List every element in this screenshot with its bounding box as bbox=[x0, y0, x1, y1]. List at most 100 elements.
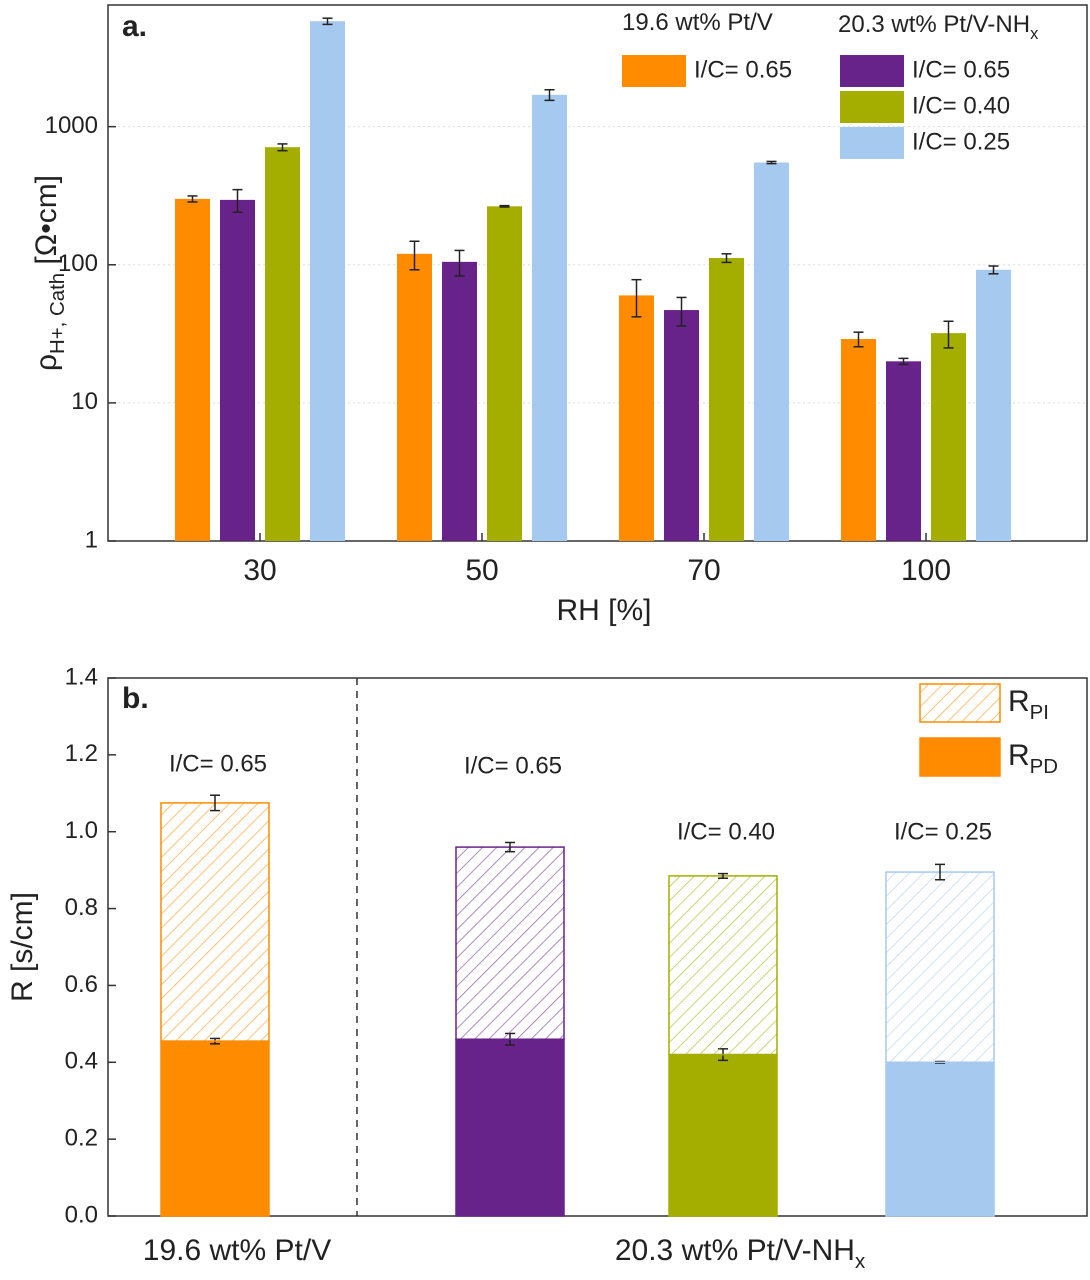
bar bbox=[265, 147, 300, 542]
text-part: x bbox=[855, 1251, 865, 1273]
y-tick-label: 1.2 bbox=[65, 740, 98, 767]
bar-segment bbox=[668, 1053, 778, 1217]
error-bar bbox=[631, 278, 642, 318]
legend-swatch bbox=[622, 55, 686, 87]
text-part: H+, Cath bbox=[47, 273, 69, 354]
text-part: 19.6 wt% Pt/V bbox=[143, 1234, 331, 1267]
bar-segment-hatched bbox=[160, 802, 270, 1042]
y-tick-label: 0.6 bbox=[65, 971, 98, 998]
y-tick-label: 1.4 bbox=[65, 663, 98, 690]
y-tick-label: 1 bbox=[85, 526, 98, 553]
y-tick-label: 10 bbox=[71, 388, 98, 415]
bar bbox=[841, 339, 876, 541]
legend-title: 20.3 wt% Pt/V-NHx bbox=[838, 11, 1038, 43]
panel-label: a. bbox=[122, 10, 147, 43]
bar-segment-hatched bbox=[455, 846, 565, 1040]
annotation: I/C= 0.25 bbox=[894, 818, 992, 845]
bar bbox=[442, 261, 477, 541]
bar bbox=[931, 333, 966, 541]
text-part: 20.3 wt% Pt/V-NH bbox=[838, 11, 1030, 38]
error-bar bbox=[505, 841, 515, 853]
legend-title: 19.6 wt% Pt/V bbox=[622, 9, 773, 36]
y-tick-label: 0.2 bbox=[65, 1124, 98, 1151]
bar bbox=[754, 162, 789, 541]
y-axis-title: R [s/cm] bbox=[6, 892, 39, 1002]
legend-label: I/C= 0.65 bbox=[694, 56, 792, 83]
error-bar bbox=[935, 863, 945, 881]
y-tick-label: 0.8 bbox=[65, 894, 98, 921]
bar-segment-hatched bbox=[668, 875, 778, 1056]
plot-frame bbox=[107, 677, 1088, 1217]
text-part: ρ bbox=[30, 354, 63, 371]
y-tick-label: 1.0 bbox=[65, 817, 98, 844]
bar bbox=[976, 269, 1011, 541]
legend-swatch bbox=[840, 55, 904, 87]
error-bar bbox=[766, 160, 777, 165]
bar bbox=[886, 361, 921, 541]
bar-segment bbox=[885, 1061, 995, 1217]
bar bbox=[664, 310, 699, 541]
error-bar bbox=[718, 872, 728, 879]
annotation: I/C= 0.65 bbox=[169, 750, 267, 777]
legend-label: RPD bbox=[1008, 739, 1058, 778]
x-tick-label: 50 bbox=[465, 554, 498, 587]
error-bar bbox=[853, 331, 864, 348]
legend-label: I/C= 0.65 bbox=[912, 56, 1010, 83]
annotation: I/C= 0.65 bbox=[464, 752, 562, 779]
error-bar bbox=[943, 320, 954, 349]
legend-swatch bbox=[919, 683, 1001, 723]
y-tick-label: 1000 bbox=[45, 112, 98, 139]
legend-label: I/C= 0.40 bbox=[912, 92, 1010, 119]
error-bar bbox=[454, 249, 465, 277]
text-part: R bbox=[1008, 739, 1030, 772]
text-part: 19.6 wt% Pt/V bbox=[622, 9, 773, 36]
bar-segment bbox=[455, 1038, 565, 1217]
error-bar bbox=[277, 143, 288, 152]
error-bar bbox=[676, 296, 687, 327]
legend-swatch bbox=[919, 737, 1001, 777]
annotation: I/C= 0.40 bbox=[677, 818, 775, 845]
error-bar bbox=[210, 794, 220, 812]
y-tick-label: 0.0 bbox=[65, 1201, 98, 1228]
legend-swatch bbox=[840, 91, 904, 123]
bar-segment-hatched bbox=[885, 871, 995, 1064]
panel-label: b. bbox=[122, 682, 149, 715]
text-part: x bbox=[1030, 25, 1038, 43]
error-bar bbox=[187, 195, 198, 203]
error-bar bbox=[721, 253, 732, 264]
bar bbox=[220, 199, 255, 541]
error-bar bbox=[988, 265, 999, 275]
x-tick-label: 30 bbox=[243, 554, 276, 587]
bar bbox=[487, 206, 522, 541]
error-bar bbox=[322, 17, 333, 26]
plot-frame bbox=[107, 4, 1088, 542]
text-part: PI bbox=[1030, 702, 1049, 724]
bar bbox=[310, 21, 345, 541]
legend-label: I/C= 0.25 bbox=[912, 128, 1010, 155]
bar bbox=[397, 253, 432, 541]
text-part: [Ω•cm] bbox=[30, 175, 63, 273]
bar bbox=[532, 94, 567, 542]
y-tick-label: 0.4 bbox=[65, 1048, 98, 1075]
error-bar bbox=[232, 188, 243, 214]
text-part: PD bbox=[1030, 756, 1058, 778]
bar bbox=[619, 295, 654, 541]
x-tick-label: 100 bbox=[901, 554, 951, 587]
bar-segment bbox=[160, 1040, 270, 1217]
legend-label: RPI bbox=[1008, 685, 1049, 724]
text-part: R bbox=[1008, 685, 1030, 718]
error-bar bbox=[499, 204, 510, 208]
x-group-label: 20.3 wt% Pt/V-NHx bbox=[615, 1234, 865, 1273]
error-bar bbox=[898, 357, 909, 366]
x-group-label: 19.6 wt% Pt/V bbox=[143, 1234, 331, 1267]
x-axis-title: RH [%] bbox=[556, 594, 651, 627]
legend-swatch bbox=[840, 127, 904, 159]
bar bbox=[175, 198, 210, 541]
error-bar bbox=[409, 240, 420, 271]
text-part: 20.3 wt% Pt/V-NH bbox=[615, 1234, 855, 1267]
bar bbox=[709, 257, 744, 541]
error-bar bbox=[544, 89, 555, 102]
x-tick-label: 70 bbox=[687, 554, 720, 587]
y-tick-label: 100 bbox=[58, 250, 98, 277]
